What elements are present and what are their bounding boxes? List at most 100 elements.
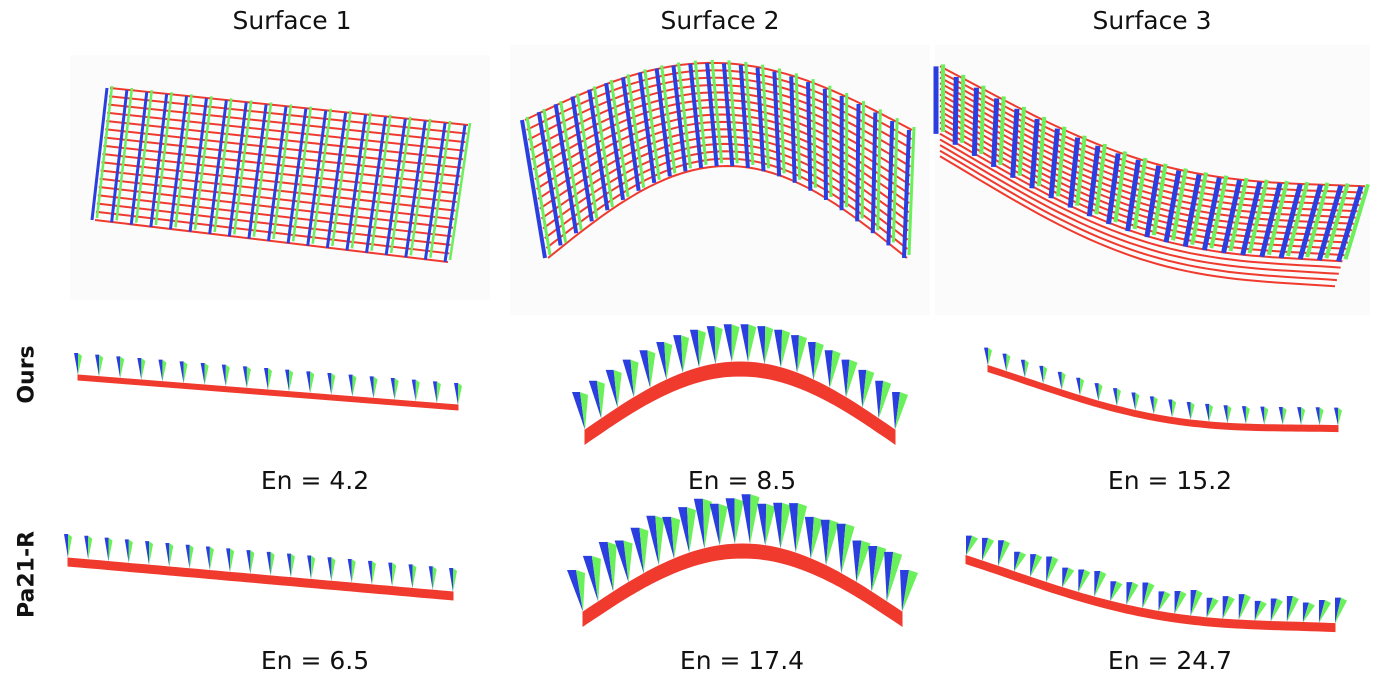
frame-normal <box>1201 177 1222 251</box>
column-title-surface-1: Surface 1 <box>232 6 352 35</box>
frame-normal <box>64 534 68 558</box>
frame-binormal <box>1062 567 1075 588</box>
frame-normal <box>1067 137 1081 208</box>
frame-normal <box>306 371 311 394</box>
frame-binormal <box>1318 599 1331 623</box>
frame-binormal <box>1190 590 1203 617</box>
frame-normal <box>1259 182 1283 258</box>
frame-binormal <box>95 85 114 219</box>
frame-binormal <box>591 555 601 602</box>
frame-binormal <box>575 93 599 219</box>
frame-normal <box>90 87 109 221</box>
frame-normal <box>1205 403 1210 422</box>
grid-line <box>547 164 908 259</box>
frame-binormal <box>272 104 293 240</box>
frame-normal <box>1144 165 1162 238</box>
frame-normal <box>124 539 129 564</box>
frame-binormal <box>1132 157 1148 230</box>
frame-normal <box>1002 353 1007 372</box>
grid-line <box>108 103 466 144</box>
frame-binormal <box>1094 571 1107 598</box>
frame-binormal <box>1078 569 1091 593</box>
frame-binormal <box>1158 591 1171 612</box>
grid-line <box>102 153 459 195</box>
frame-normal <box>689 329 700 368</box>
frame-normal <box>886 121 895 246</box>
frame-normal <box>772 71 782 177</box>
grid-line <box>939 144 1339 275</box>
grid-line <box>939 93 1356 219</box>
frame-binormal <box>862 369 875 408</box>
frame-normal <box>242 366 247 389</box>
grid-line <box>939 138 1341 269</box>
frame-binormal <box>432 566 437 591</box>
frame-normal <box>582 555 599 602</box>
frame-normal <box>227 102 248 237</box>
frame-normal <box>1186 402 1191 421</box>
frame-binormal <box>860 100 866 219</box>
frame-normal <box>721 63 735 167</box>
frame-binormal <box>902 570 918 612</box>
energy-pa21r-surface-2: En = 17.4 <box>679 646 805 675</box>
grid-line <box>939 155 1336 288</box>
frame-binormal <box>331 373 336 395</box>
frame-binormal <box>1014 551 1027 572</box>
frame-binormal <box>1171 168 1188 241</box>
frame-binormal <box>1056 126 1067 197</box>
frame-normal <box>95 354 100 377</box>
frame-binormal <box>246 366 251 389</box>
frame-normal <box>158 359 163 382</box>
frame-binormal <box>412 564 417 589</box>
frame-binormal <box>1245 406 1250 425</box>
frame-normal <box>267 106 288 242</box>
grid-line <box>108 95 467 135</box>
frame-normal <box>654 68 672 177</box>
grid-line <box>939 76 1362 200</box>
pa21r-rod-surface-2 <box>567 494 918 627</box>
frame-binormal <box>1153 396 1158 415</box>
frame-binormal <box>878 380 892 419</box>
frame-normal <box>614 540 629 583</box>
frame-normal <box>454 383 458 405</box>
frame-normal <box>553 103 579 234</box>
frame-normal <box>1020 359 1025 378</box>
frame-binormal <box>525 116 552 256</box>
frame-normal <box>390 378 395 400</box>
frame-normal <box>836 523 846 574</box>
frame-normal <box>605 369 618 408</box>
frame-binormal <box>162 359 167 382</box>
frame-normal <box>705 62 719 167</box>
frame-normal <box>822 88 828 200</box>
frame-binormal <box>777 68 786 174</box>
frame-binormal <box>988 347 992 366</box>
frame-normal <box>1221 179 1243 254</box>
grid-line <box>109 87 469 126</box>
frame-normal <box>188 98 208 232</box>
frame-binormal <box>458 383 462 405</box>
frame-binormal <box>794 73 802 180</box>
frame-normal <box>1010 108 1020 178</box>
frame-binormal <box>813 341 824 380</box>
frame-binormal <box>998 96 1006 166</box>
grid-line <box>96 202 451 246</box>
frame-binormal <box>1286 181 1310 257</box>
frame-normal <box>347 559 352 584</box>
grid-line <box>939 116 1349 244</box>
energy-ours-surface-3: En = 15.2 <box>1107 466 1233 495</box>
frame-binormal <box>230 548 235 573</box>
frame-binormal <box>681 335 690 374</box>
frame-binormal <box>1254 600 1267 621</box>
frame-binormal <box>233 100 253 235</box>
frame-binormal <box>714 326 723 365</box>
grid-line <box>94 219 449 263</box>
frame-normal <box>327 373 332 395</box>
frame-normal <box>1316 184 1344 261</box>
frame-binormal <box>1222 596 1235 620</box>
frame-normal <box>620 77 641 192</box>
frame-binormal <box>630 359 639 398</box>
frame-binormal <box>1286 595 1299 622</box>
frame-normal <box>1315 407 1320 426</box>
frame-normal <box>1106 153 1121 225</box>
frame-normal <box>693 498 705 549</box>
frame-normal <box>807 341 816 380</box>
